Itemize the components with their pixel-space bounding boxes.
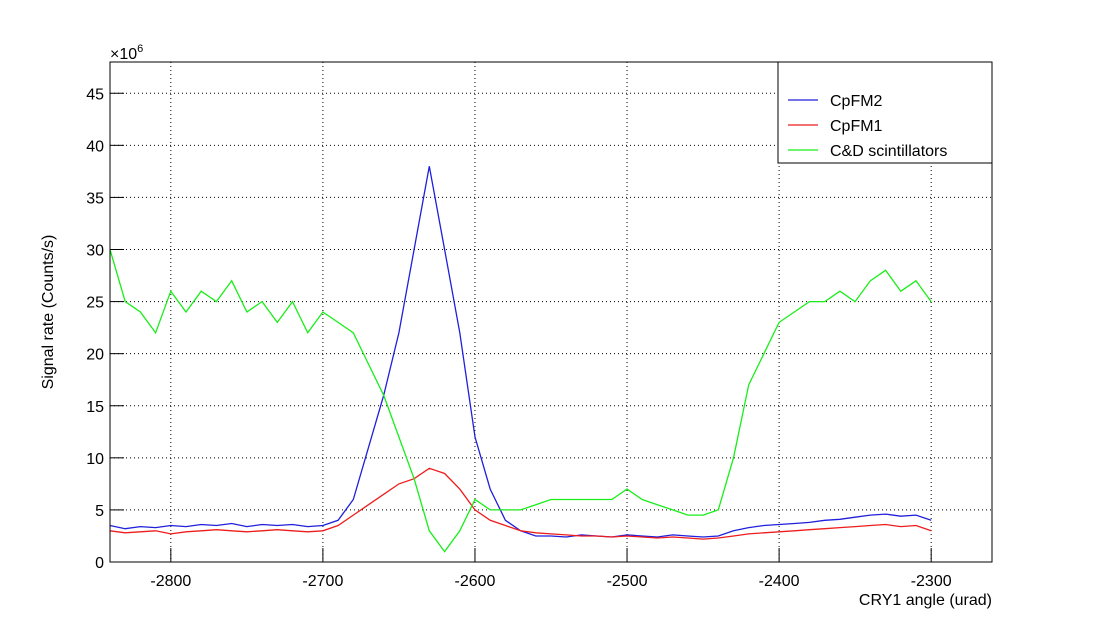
y-tick-label: 30 (86, 243, 104, 260)
y-tick-label: 40 (86, 138, 104, 155)
x-tick-label: -2300 (911, 573, 952, 590)
y-axis-title: Signal rate (Counts/s) (40, 235, 57, 390)
y-multiplier: ×106 (110, 43, 143, 63)
legend-label: CpFM1 (830, 118, 883, 135)
plot-frame (109, 61, 993, 563)
legend-label: C&D scintillators (830, 143, 947, 160)
y-tick-label: 20 (86, 347, 104, 364)
y-tick-label: 15 (86, 399, 104, 416)
y-tick-label: 35 (86, 190, 104, 207)
series-line (109, 467, 932, 540)
x-tick-label: -2800 (150, 573, 191, 590)
series-line (109, 249, 932, 553)
y-tick-label: 0 (95, 555, 104, 572)
y-tick-label: 45 (86, 86, 104, 103)
x-tick-label: -2400 (759, 573, 800, 590)
x-tick-label: -2500 (607, 573, 648, 590)
legend-label: CpFM2 (830, 93, 883, 110)
x-tick-label: -2700 (302, 573, 343, 590)
y-tick-label: 5 (95, 503, 104, 520)
y-tick-label: 10 (86, 451, 104, 468)
legend: CpFM2 CpFM1 C&D scintillators (777, 61, 993, 164)
x-axis-title: CRY1 angle (urad) (859, 592, 992, 609)
x-tick-label: -2600 (455, 573, 496, 590)
legend-box (777, 61, 993, 164)
y-tick-label: 25 (86, 295, 104, 312)
series-line (109, 166, 932, 538)
